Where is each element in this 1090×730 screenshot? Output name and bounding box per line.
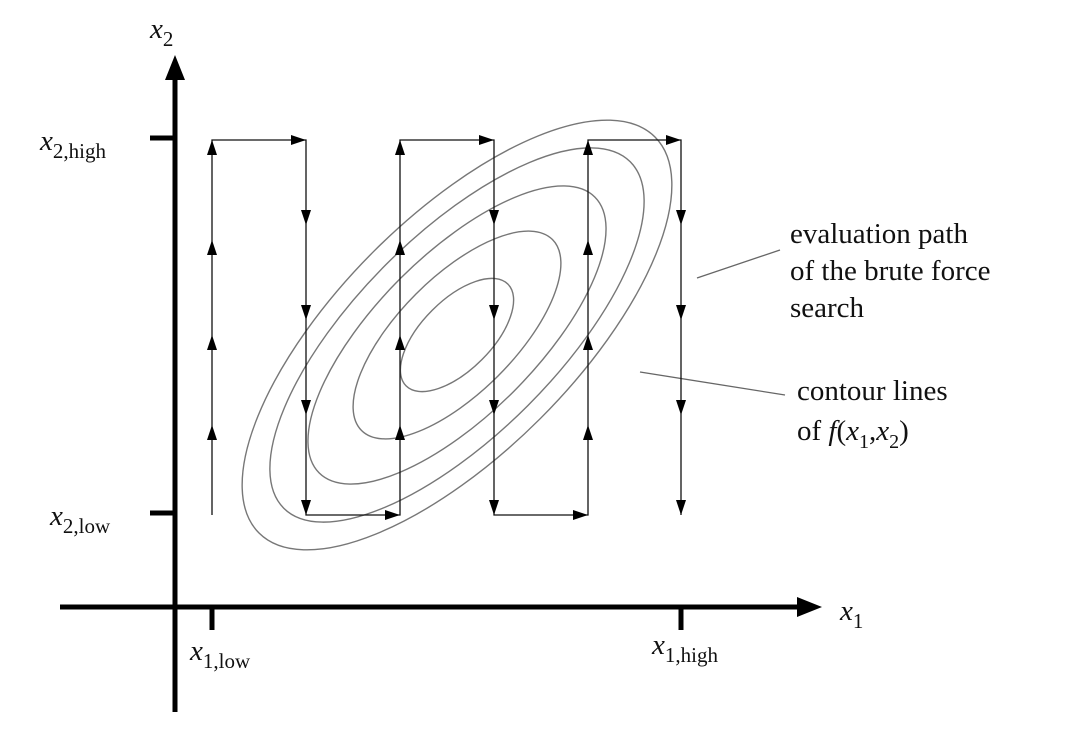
label-base: x xyxy=(49,500,63,532)
path-arrow xyxy=(479,135,494,145)
annotation-text: of the brute force xyxy=(790,255,990,287)
label-base: x xyxy=(149,13,163,45)
path-arrow xyxy=(676,500,686,515)
path-arrow xyxy=(301,400,311,415)
annotation-text: , xyxy=(869,415,876,447)
path-arrow xyxy=(301,500,311,515)
annotation-text: 1 xyxy=(859,431,869,453)
label-base: x xyxy=(39,125,53,157)
path-arrow xyxy=(207,240,217,255)
annotation-text: x xyxy=(845,415,859,447)
path-arrow xyxy=(583,335,593,350)
annotation-line: contour lines xyxy=(797,375,948,407)
path-arrow xyxy=(666,135,681,145)
evaluation-path xyxy=(211,139,682,516)
annotation-line: of f(x1,x2) xyxy=(797,415,909,453)
label-base: x xyxy=(651,629,665,661)
label-subscript: 1,low xyxy=(203,649,251,673)
annotation-text: of xyxy=(797,415,828,447)
contour-line xyxy=(399,277,515,393)
path-arrow xyxy=(291,135,306,145)
y-axis-label: x2 xyxy=(149,13,173,51)
label-subscript: 2,high xyxy=(53,139,107,163)
path-arrow xyxy=(395,140,405,155)
path-arrow xyxy=(573,510,588,520)
annotation-line: search xyxy=(790,292,865,324)
axes xyxy=(60,55,822,712)
path-arrow xyxy=(676,305,686,320)
annotation-text: contour lines xyxy=(797,375,948,407)
path-arrow xyxy=(207,425,217,440)
path-arrow xyxy=(583,140,593,155)
path-arrow xyxy=(395,335,405,350)
path-arrow xyxy=(395,240,405,255)
path-arrow xyxy=(385,510,400,520)
path-arrow xyxy=(676,210,686,225)
annotation-text: search xyxy=(790,292,865,324)
annotation-text: ( xyxy=(836,415,846,447)
path-arrow xyxy=(395,425,405,440)
y-tick-label: x2,high xyxy=(39,125,106,163)
path-arrow xyxy=(489,500,499,515)
label-subscript: 1 xyxy=(853,609,864,633)
path-arrow xyxy=(207,335,217,350)
leader-line xyxy=(639,371,786,396)
label-base: x xyxy=(839,595,853,627)
annotation-text: ) xyxy=(899,415,909,447)
label-base: x xyxy=(189,635,203,667)
y-tick-label: x2,low xyxy=(49,500,111,538)
contour-line xyxy=(241,119,673,551)
x-tick-label: x1,high xyxy=(651,629,718,667)
label-subscript: 1,high xyxy=(665,643,719,667)
path-arrow xyxy=(489,400,499,415)
y-axis-arrow xyxy=(165,55,185,80)
contour-line xyxy=(269,147,645,523)
path-arrow xyxy=(207,140,217,155)
path-arrow xyxy=(301,305,311,320)
path-arrow xyxy=(583,425,593,440)
contour-line xyxy=(352,230,562,440)
annotation-text: evaluation path xyxy=(790,218,968,250)
path-arrow xyxy=(489,305,499,320)
contour-line xyxy=(307,185,607,485)
x-axis-label: x1 xyxy=(839,595,863,633)
path-arrow xyxy=(301,210,311,225)
path-arrow xyxy=(583,240,593,255)
x-axis-arrow xyxy=(797,597,822,617)
path-arrow xyxy=(676,400,686,415)
x-tick-label: x1,low xyxy=(189,635,251,673)
annotation-text: 2 xyxy=(889,431,899,453)
label-subscript: 2 xyxy=(163,27,174,51)
annotation-line: of the brute force xyxy=(790,255,990,287)
leader-line xyxy=(696,249,781,279)
label-subscript: 2,low xyxy=(63,514,111,538)
annotation-text: x xyxy=(875,415,889,447)
annotation-line: evaluation path xyxy=(790,218,968,250)
path-arrow xyxy=(489,210,499,225)
